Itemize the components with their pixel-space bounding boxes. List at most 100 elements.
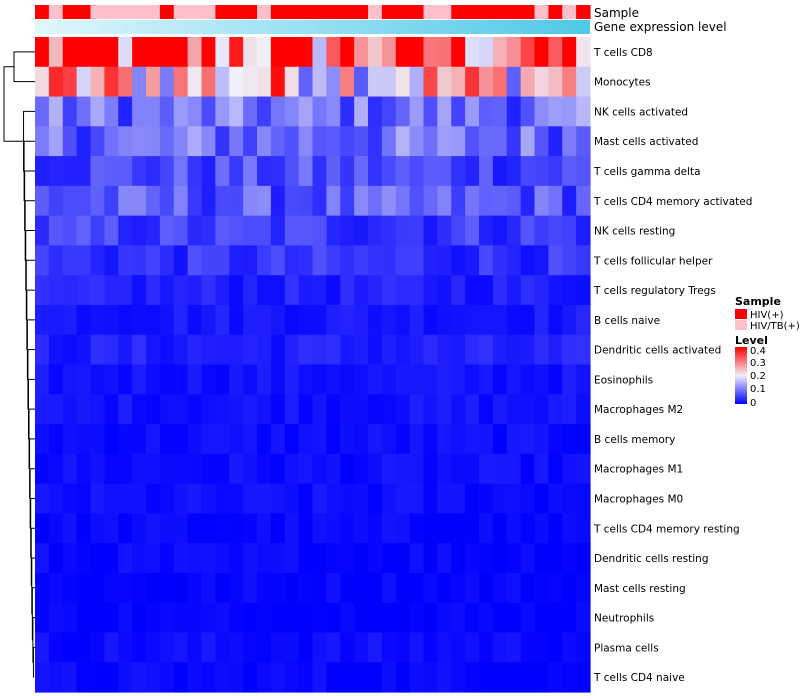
heatmap-cell [104, 662, 119, 693]
heatmap-cell [576, 185, 591, 217]
heatmap-cell [257, 185, 272, 217]
heatmap-cell [146, 394, 161, 425]
heatmap-cell [62, 245, 78, 276]
heatmap-cell [35, 424, 50, 455]
heatmap-cell [381, 632, 397, 663]
row-label: T cells follicular helper [593, 255, 713, 267]
heatmap-cell [520, 126, 536, 157]
heatmap-cell [257, 602, 272, 634]
sample-cell [118, 5, 133, 19]
heatmap-cell [35, 364, 50, 395]
heatmap-cell [159, 513, 175, 544]
heatmap-cell [284, 185, 300, 217]
heatmap-cell [215, 662, 230, 693]
heatmap-cell [270, 453, 286, 485]
heatmap-cell [520, 215, 536, 247]
heatmap-cell [187, 96, 203, 127]
heatmap-cell [243, 66, 258, 98]
heatmap-cell [395, 662, 411, 693]
heatmap-cell [298, 513, 314, 544]
heatmap-cell [298, 37, 314, 68]
heatmap-cell [215, 632, 230, 663]
heatmap-cell [48, 96, 64, 127]
heatmap-cell [492, 572, 508, 604]
heatmap-cell [312, 602, 327, 634]
heatmap-cell [215, 304, 230, 336]
heatmap-cell [576, 126, 591, 157]
heatmap-cell [548, 632, 563, 663]
heatmap-cell [520, 66, 536, 98]
heatmap-cell [437, 572, 452, 604]
row-label: Dendritic cells resting [594, 553, 709, 565]
heatmap-cell [201, 304, 216, 336]
heatmap-cell [201, 483, 216, 514]
heatmap-cell [48, 304, 64, 336]
heatmap-cell [395, 126, 411, 157]
heatmap-cell [368, 304, 383, 336]
heatmap-cell [340, 156, 355, 187]
heatmap-cell [229, 275, 244, 306]
heatmap-cell [298, 424, 314, 455]
heatmap-cell [534, 602, 549, 634]
heatmap-cell [243, 424, 258, 455]
heatmap-cell [187, 424, 203, 455]
heatmap-cell [257, 662, 272, 693]
heatmap-cell [409, 602, 425, 634]
row-label: NK cells resting [594, 226, 675, 238]
heatmap-cell [243, 37, 258, 68]
heatmap-cell [395, 156, 411, 187]
heatmap-cell [423, 66, 438, 98]
heatmap-cell [284, 245, 300, 276]
heatmap-cell [298, 572, 314, 604]
heatmap-cell [76, 156, 92, 187]
heatmap-cell [451, 483, 466, 514]
heatmap-cell [187, 37, 203, 68]
heatmap-cell [506, 215, 522, 247]
heatmap-cell [132, 66, 147, 98]
heatmap-cell [534, 156, 549, 187]
heatmap-cell [118, 662, 133, 693]
heatmap-cell [534, 394, 549, 425]
heatmap-cell [173, 662, 189, 693]
heatmap-cell [506, 513, 522, 544]
heatmap-cell [312, 334, 327, 366]
heatmap-cell [173, 37, 189, 68]
heatmap-cell [215, 66, 230, 98]
heatmap-cell [395, 572, 411, 604]
heatmap-cell [562, 126, 577, 157]
heatmap-cell [48, 334, 64, 366]
heatmap-cell [340, 66, 355, 98]
heatmap-cell [229, 424, 244, 455]
heatmap-cell [381, 245, 397, 276]
sample-cell [465, 5, 480, 19]
heatmap-cell [62, 275, 78, 306]
sample-cell [173, 5, 189, 19]
heatmap-cell [381, 37, 397, 68]
heatmap-cell [90, 66, 105, 98]
heatmap-cell [229, 245, 244, 276]
heatmap-cell [270, 66, 286, 98]
heatmap-cell [381, 394, 397, 425]
row-label: Monocytes [594, 77, 651, 89]
heatmap-cell [479, 543, 494, 574]
heatmap-cell [90, 37, 105, 68]
heatmap-cell [104, 602, 119, 634]
heatmap-cell [132, 275, 147, 306]
heatmap-cell [492, 66, 508, 98]
heatmap-cell [90, 394, 105, 425]
heatmap-cell [90, 602, 105, 634]
heatmap-cell [562, 424, 577, 455]
sample-cell [132, 5, 147, 19]
heatmap-cell [35, 185, 50, 217]
heatmap-cell [62, 185, 78, 217]
row-label: B cells memory [594, 434, 675, 446]
heatmap-cell [395, 483, 411, 514]
heatmap-cell [270, 334, 286, 366]
heatmap-cell [76, 513, 92, 544]
heatmap-cell [465, 304, 480, 336]
heatmap-cell [90, 662, 105, 693]
heatmap-cell [576, 424, 591, 455]
heatmap-cell [187, 602, 203, 634]
heatmap-cell [479, 215, 494, 247]
heatmap-cell [243, 304, 258, 336]
